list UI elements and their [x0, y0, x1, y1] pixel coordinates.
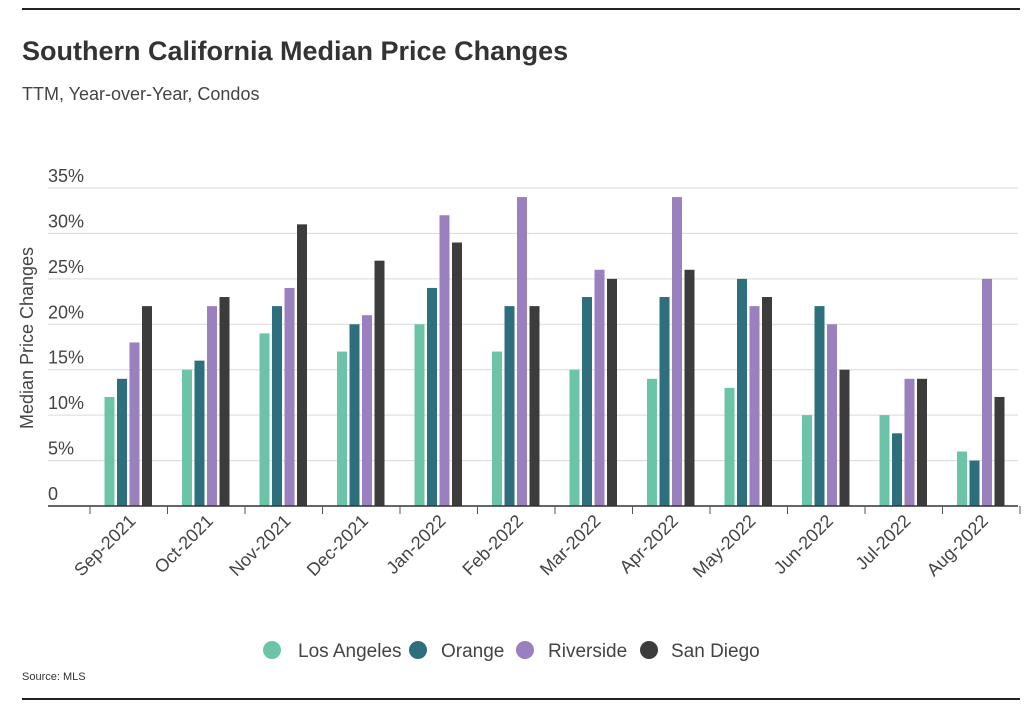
- bar-los-angeles-feb-2022: [492, 351, 502, 506]
- bar-los-angeles-mar-2022: [569, 369, 580, 506]
- source-note: Source: MLS: [22, 671, 86, 683]
- legend-label-los-angeles: Los Angeles: [298, 641, 402, 662]
- bar-riverside-may-2022: [749, 306, 760, 506]
- y-axis-label: Median Price Changes: [17, 247, 37, 429]
- legend-marker-los-angeles: [263, 641, 281, 659]
- bar-riverside-oct-2021: [207, 306, 217, 506]
- chart-subtitle: TTM, Year-over-Year, Condos: [22, 84, 260, 104]
- bar-orange-jan-2022: [427, 287, 437, 506]
- bar-los-angeles-apr-2022: [647, 378, 657, 506]
- bar-orange-may-2022: [737, 278, 747, 506]
- bar-san-diego-apr-2022: [684, 269, 695, 506]
- bar-los-angeles-oct-2021: [182, 369, 192, 506]
- bar-riverside-nov-2021: [284, 287, 295, 506]
- x-tick-label: Jan-2022: [382, 511, 449, 578]
- top-border: [22, 8, 1020, 10]
- bar-orange-jul-2022: [892, 433, 902, 506]
- bar-los-angeles-sep-2021: [104, 396, 115, 506]
- bar-riverside-jul-2022: [904, 378, 915, 506]
- bar-riverside-jan-2022: [439, 215, 450, 506]
- bar-orange-oct-2021: [194, 360, 205, 506]
- legend-label-san-diego: San Diego: [671, 641, 760, 662]
- legend-marker-orange: [409, 641, 427, 659]
- bar-riverside-apr-2022: [672, 197, 682, 507]
- bar-san-diego-nov-2021: [297, 224, 307, 507]
- bar-san-diego-sep-2021: [142, 306, 152, 506]
- bar-los-angeles-dec-2021: [337, 351, 347, 506]
- bar-riverside-sep-2021: [129, 342, 140, 506]
- x-tick-label: Aug-2022: [923, 511, 992, 580]
- x-tick-label: Mar-2022: [536, 511, 605, 580]
- y-tick-label: 10%: [48, 393, 84, 413]
- bar-los-angeles-jun-2022: [802, 415, 812, 506]
- y-tick-label: 20%: [48, 302, 84, 322]
- legend-label-orange: Orange: [441, 641, 504, 662]
- bar-san-diego-dec-2021: [374, 260, 385, 506]
- bar-san-diego-oct-2021: [219, 297, 230, 506]
- bar-los-angeles-may-2022: [724, 387, 735, 506]
- bar-los-angeles-jul-2022: [879, 415, 890, 506]
- x-tick-label: Feb-2022: [458, 511, 527, 580]
- bar-riverside-jun-2022: [827, 324, 837, 506]
- bar-orange-dec-2021: [349, 324, 360, 506]
- bar-orange-nov-2021: [272, 306, 282, 506]
- bar-san-diego-jun-2022: [839, 369, 850, 506]
- bar-orange-sep-2021: [117, 378, 127, 506]
- legend-label-riverside: Riverside: [548, 641, 627, 662]
- bar-san-diego-mar-2022: [607, 278, 617, 506]
- bar-riverside-aug-2022: [982, 278, 992, 506]
- bar-riverside-mar-2022: [594, 269, 605, 506]
- y-tick-label: 15%: [48, 348, 84, 368]
- legend-marker-riverside: [516, 641, 534, 659]
- bar-orange-feb-2022: [504, 306, 515, 506]
- bar-los-angeles-aug-2022: [957, 451, 967, 506]
- bar-orange-apr-2022: [659, 297, 670, 506]
- bar-orange-aug-2022: [969, 460, 980, 506]
- y-tick-label: 25%: [48, 257, 84, 277]
- x-tick-label: Sep-2021: [70, 511, 139, 580]
- bar-san-diego-may-2022: [762, 297, 772, 506]
- x-tick-label: Dec-2021: [303, 511, 372, 580]
- x-tick-label: Jun-2022: [770, 511, 837, 578]
- legend-marker-san-diego: [640, 641, 658, 659]
- y-tick-label: 30%: [48, 211, 84, 231]
- bars: [104, 197, 1005, 507]
- y-tick-label: 35%: [48, 166, 84, 186]
- y-tick-label: 5%: [48, 439, 74, 459]
- bar-los-angeles-jan-2022: [414, 324, 425, 506]
- bar-san-diego-jul-2022: [917, 378, 927, 506]
- bottom-border: [22, 698, 1020, 700]
- bar-san-diego-jan-2022: [452, 242, 462, 506]
- x-tick-label: May-2022: [689, 511, 760, 582]
- x-tick-label: Nov-2021: [225, 511, 294, 580]
- bar-san-diego-feb-2022: [529, 306, 540, 506]
- bar-orange-mar-2022: [582, 297, 592, 506]
- bar-san-diego-aug-2022: [994, 396, 1005, 506]
- x-tick-label: Oct-2021: [151, 511, 218, 578]
- legend: Los Angeles Orange Riverside San Diego: [263, 641, 760, 662]
- bar-riverside-feb-2022: [517, 197, 527, 507]
- bar-riverside-dec-2021: [362, 315, 372, 506]
- chart-title: Southern California Median Price Changes: [22, 36, 569, 66]
- bar-los-angeles-nov-2021: [259, 333, 270, 506]
- y-tick-label: 0: [48, 484, 58, 504]
- bar-orange-jun-2022: [814, 306, 825, 506]
- x-tick-label: Apr-2022: [616, 511, 683, 578]
- x-tick-label: Jul-2022: [852, 511, 915, 574]
